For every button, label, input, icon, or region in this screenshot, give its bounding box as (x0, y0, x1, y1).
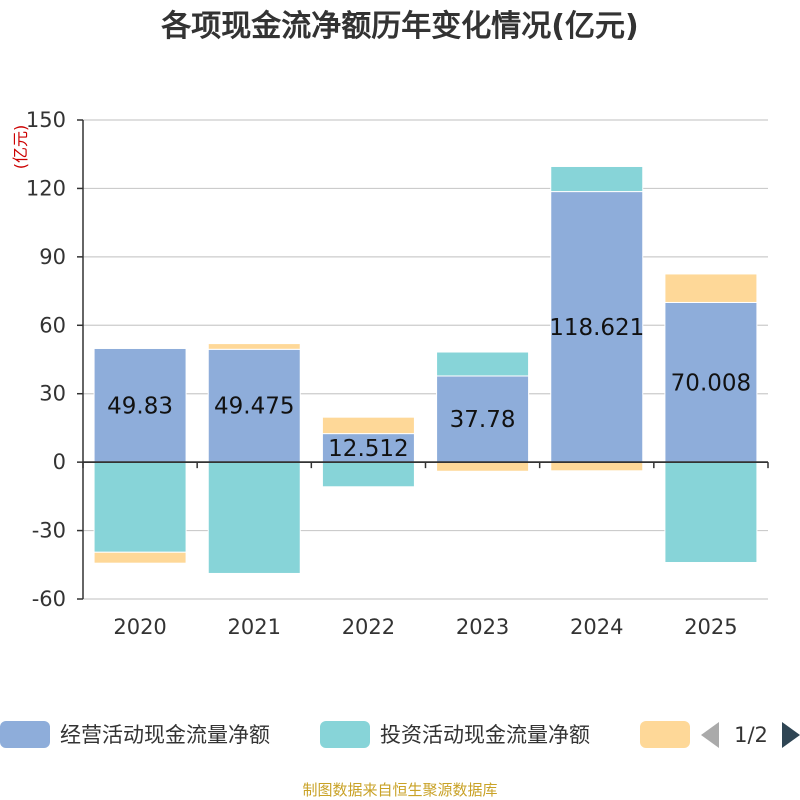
data-label: 70.008 (671, 370, 751, 396)
grid-lines (83, 119, 768, 600)
bar-series1-2022[interactable] (321, 461, 415, 488)
source-note: 制图数据来自恒生聚源数据库 (302, 781, 497, 799)
bar-series2-2022[interactable] (321, 416, 415, 435)
bar-series2-2021[interactable] (207, 343, 301, 350)
data-labels: 49.83 49.475 12.512 37.78 118.621 70.008 (107, 315, 751, 462)
y-tick-label: 90 (39, 245, 66, 269)
legend-label[interactable]: 投资活动现金流量净额 (380, 723, 590, 747)
y-tick-label: 150 (26, 108, 66, 132)
x-tick-label: 2022 (342, 615, 395, 639)
legend-swatch[interactable] (640, 721, 690, 748)
y-tick-label: -30 (32, 519, 66, 543)
y-tick-label: 120 (26, 176, 66, 200)
legend-page-indicator: 1/2 (734, 723, 768, 747)
y-tick-label: 60 (39, 313, 66, 337)
bar-series1-2021[interactable] (207, 461, 301, 574)
x-tick-label: 2021 (228, 615, 281, 639)
legend: 经营活动现金流量净额 投资活动现金流量净额 (0, 721, 690, 748)
legend-label[interactable]: 经营活动现金流量净额 (60, 723, 270, 747)
data-label: 49.83 (107, 393, 173, 419)
legend-prev-arrow-icon[interactable] (701, 722, 719, 748)
bars (93, 165, 758, 574)
x-tick-label: 2023 (456, 615, 509, 639)
y-tick-label: 30 (39, 382, 66, 406)
bar-series0-2022[interactable] (321, 433, 415, 463)
y-tick-label: 0 (53, 450, 66, 474)
legend-pager: 1/2 (701, 722, 800, 748)
y-axis-unit-label: (亿元) (11, 125, 30, 170)
legend-swatch[interactable] (0, 721, 50, 748)
bar-series2-2023[interactable] (436, 461, 530, 472)
bar-series1-2023[interactable] (436, 351, 530, 377)
legend-next-arrow-icon[interactable] (782, 722, 800, 748)
bar-series0-2025[interactable] (664, 301, 758, 463)
data-label: 37.78 (450, 407, 516, 433)
chart-title: 各项现金流净额历年变化情况(亿元) (160, 9, 638, 44)
data-label: 118.621 (549, 315, 644, 341)
data-label: 49.475 (214, 394, 294, 420)
data-label: 12.512 (328, 436, 408, 462)
axes (77, 119, 769, 600)
x-tick-label: 2024 (570, 615, 623, 639)
bar-series1-2024[interactable] (550, 165, 644, 193)
bar-series2-2020[interactable] (93, 551, 187, 564)
x-axis-tick-labels: 2020 2021 2022 2023 2024 2025 (113, 615, 737, 639)
bar-series1-2020[interactable] (93, 461, 187, 553)
bar-series0-2023[interactable] (436, 375, 530, 463)
bar-series2-2024[interactable] (550, 461, 644, 472)
bar-series0-2024[interactable] (550, 191, 644, 463)
bar-series2-2025[interactable] (664, 273, 758, 303)
y-tick-label: -60 (32, 587, 66, 611)
legend-swatch[interactable] (320, 721, 370, 748)
x-tick-label: 2020 (113, 615, 166, 639)
y-axis-tick-labels: 150 120 90 60 30 0 -30 -60 (26, 108, 66, 611)
x-tick-label: 2025 (684, 615, 737, 639)
bar-series1-2025[interactable] (664, 461, 758, 564)
bar-series0-2021[interactable] (207, 348, 301, 463)
